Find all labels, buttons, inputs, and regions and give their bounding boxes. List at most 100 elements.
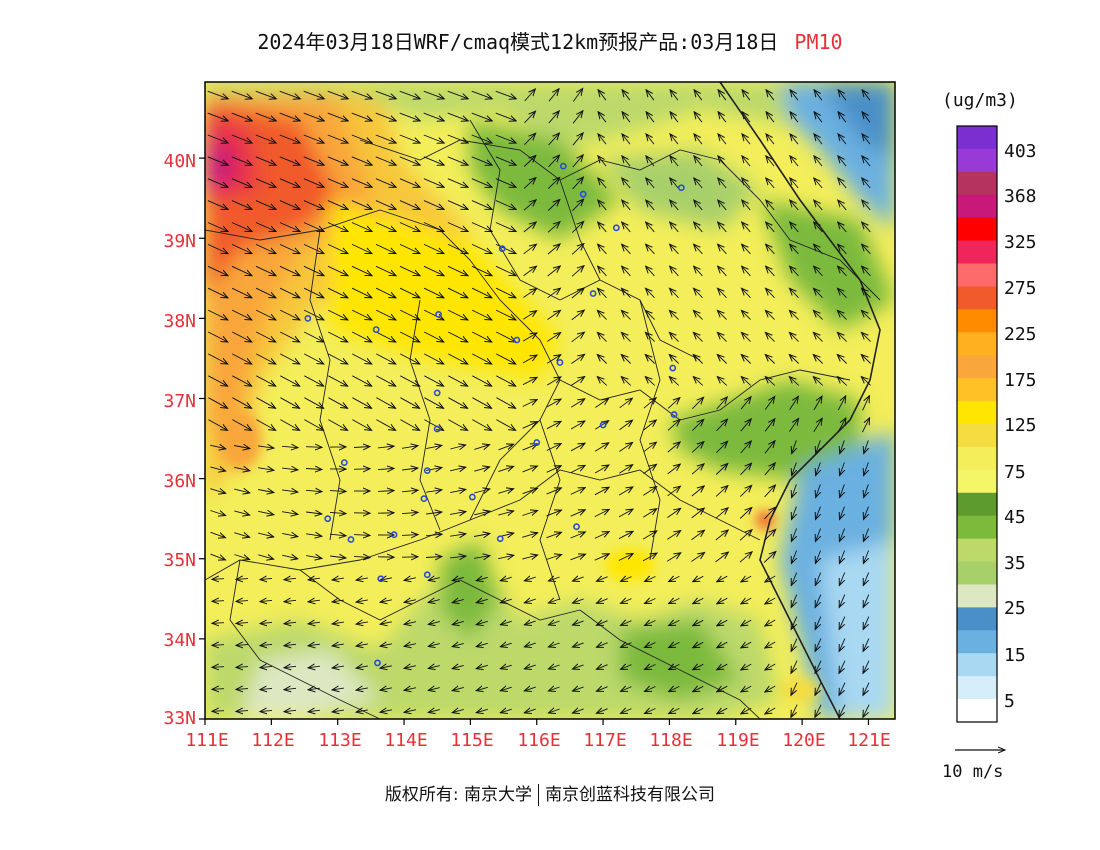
- wind-arrow: [524, 621, 536, 625]
- wind-arrow: [399, 331, 420, 342]
- wind-arrow: [500, 709, 512, 713]
- wind-arrow: [766, 200, 775, 211]
- wind-arrow: [717, 310, 727, 320]
- wind-arrow: [260, 644, 273, 645]
- wind-arrow: [498, 444, 514, 451]
- wind-arrow: [717, 708, 728, 714]
- wind-arrow: [646, 112, 655, 123]
- wind-arrow: [282, 512, 298, 515]
- wind-arrow: [212, 711, 225, 712]
- wind-arrow: [329, 534, 346, 536]
- wind-arrow: [212, 689, 225, 690]
- wind-arrow: [571, 332, 585, 343]
- wind-arrow: [380, 688, 392, 690]
- wind-arrow: [210, 553, 226, 560]
- wind-arrow: [452, 665, 464, 668]
- wind-arrow: [495, 178, 516, 188]
- wind-arrow: [765, 355, 776, 364]
- wind-arrow: [284, 688, 297, 689]
- wind-arrow: [327, 156, 348, 165]
- wind-arrow: [642, 509, 657, 518]
- wind-arrow: [838, 222, 847, 233]
- wind-arrow: [303, 243, 324, 253]
- wind-arrow: [476, 643, 488, 646]
- wind-arrow: [595, 421, 608, 430]
- wind-arrow: [715, 552, 729, 563]
- colorbar-label: 403: [1004, 141, 1037, 162]
- wind-arrow: [546, 444, 561, 451]
- wind-arrow: [447, 222, 468, 232]
- wind-arrow: [428, 688, 440, 691]
- wind-arrow: [423, 200, 444, 210]
- wind-arrow: [522, 400, 537, 407]
- wind-arrow: [670, 244, 679, 255]
- wind-arrow: [332, 600, 344, 602]
- wind-arrow: [255, 222, 276, 232]
- wind-arrow: [280, 397, 299, 409]
- title-text: 2024年03月18日WRF/cmaq模式12km预报产品:03月18日: [257, 30, 779, 54]
- colorbar-swatch: [957, 355, 997, 379]
- lat-label: 33N: [163, 708, 196, 729]
- wind-arrow: [670, 288, 679, 299]
- wind-arrow: [351, 287, 372, 298]
- wind-arrow: [231, 112, 253, 121]
- wind-arrow: [667, 420, 680, 431]
- wind-arrow: [572, 643, 584, 647]
- wind-arrow: [546, 355, 561, 364]
- wind-arrow: [670, 90, 679, 101]
- city-marker: [423, 571, 431, 579]
- wind-arrow: [766, 178, 775, 189]
- wind-arrow: [646, 244, 655, 255]
- colorbar-swatch: [957, 446, 997, 471]
- wind-arrow: [500, 687, 512, 691]
- wind-arrow: [547, 333, 560, 342]
- city-marker: [670, 411, 678, 418]
- wind-arrow: [571, 354, 584, 364]
- wind-arrow: [212, 667, 225, 668]
- wind-arrow: [207, 222, 228, 232]
- wind-arrow: [622, 288, 631, 299]
- wind-arrow: [376, 397, 395, 409]
- wind-arrow: [231, 309, 252, 320]
- wind-arrow: [212, 601, 225, 602]
- wind-arrow: [790, 178, 799, 189]
- colorbar-swatch: [957, 401, 997, 425]
- wind-arrow: [447, 331, 468, 342]
- wind-arrow: [399, 134, 420, 143]
- wind-arrow: [789, 355, 800, 364]
- wind-arrow: [862, 178, 871, 189]
- wind-arrow: [618, 487, 633, 496]
- wind-arrow: [790, 156, 799, 167]
- wind-arrow: [863, 594, 870, 608]
- wind-arrow: [789, 310, 799, 320]
- wind-arrow: [353, 469, 370, 470]
- wind-arrow: [523, 222, 536, 233]
- wind-arrow: [450, 445, 465, 449]
- wind-arrow: [279, 287, 300, 298]
- wind-arrow: [789, 377, 800, 386]
- wind-arrow: [691, 508, 705, 519]
- colorbar-swatch: [957, 699, 997, 723]
- colorbar-swatch: [957, 515, 997, 540]
- wind-arrow: [863, 572, 870, 586]
- wind-arrow: [231, 90, 253, 99]
- wind-arrow: [546, 399, 561, 408]
- wind-arrow: [646, 200, 655, 211]
- wind-arrow: [399, 200, 420, 210]
- wind-arrow: [618, 554, 633, 561]
- wind-arrow: [643, 420, 657, 431]
- lon-label: 121E: [847, 730, 891, 751]
- wind-arrow: [693, 708, 704, 713]
- wind-arrow: [279, 178, 300, 188]
- wind-arrow: [472, 397, 491, 409]
- wind-arrow: [862, 244, 871, 255]
- wind-arrow: [255, 331, 276, 342]
- wind-arrow: [622, 266, 631, 277]
- wind-arrow: [524, 709, 536, 713]
- wind-arrow: [308, 688, 320, 690]
- wind-arrow: [207, 353, 228, 364]
- wind-arrow: [741, 642, 752, 648]
- wind-arrow: [332, 666, 344, 668]
- wind-arrow: [231, 353, 252, 364]
- wind-arrow: [399, 243, 420, 253]
